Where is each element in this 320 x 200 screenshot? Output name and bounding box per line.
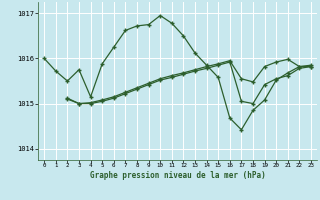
X-axis label: Graphe pression niveau de la mer (hPa): Graphe pression niveau de la mer (hPa) <box>90 171 266 180</box>
